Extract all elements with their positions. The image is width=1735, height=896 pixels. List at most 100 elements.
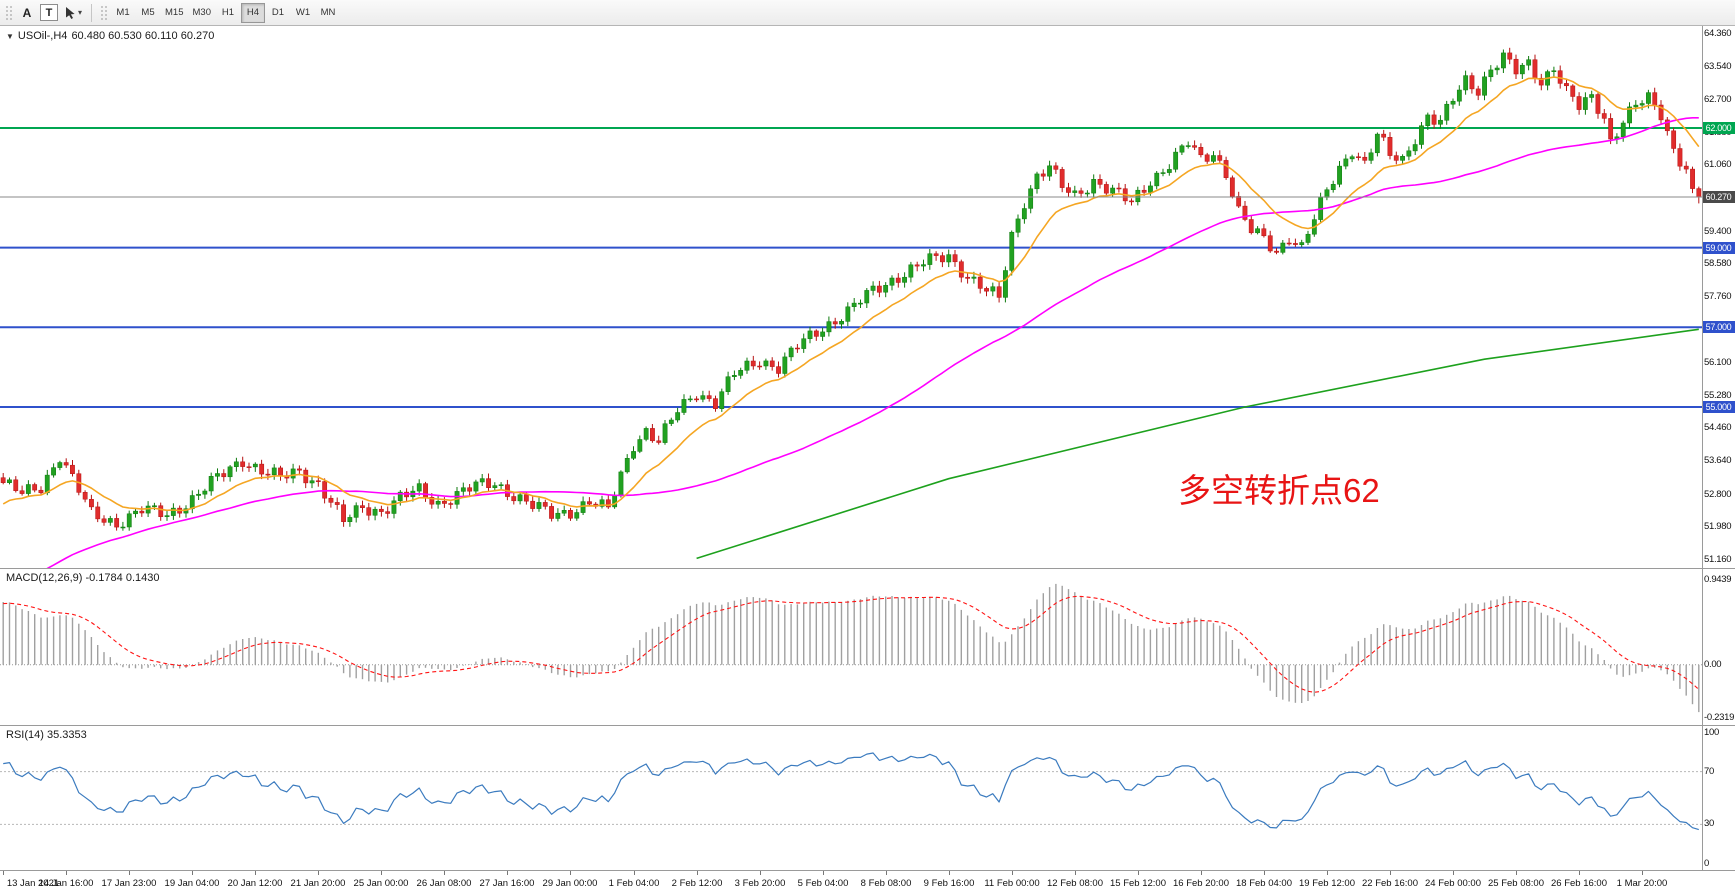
candle-body: [202, 490, 208, 495]
candle-body: [990, 286, 996, 292]
candle-body: [694, 398, 699, 401]
rsi-chart[interactable]: [0, 726, 1702, 870]
candle-body: [1564, 83, 1569, 87]
text-label-tool-button[interactable]: T: [40, 4, 58, 21]
candle-body: [89, 499, 94, 508]
cursor-tool-button[interactable]: ▾: [60, 3, 86, 23]
timeframe-button-h1[interactable]: H1: [216, 3, 240, 23]
candle-body: [246, 466, 252, 468]
price-axis-label: 59.400: [1704, 226, 1732, 237]
candle-body: [1690, 168, 1695, 189]
time-axis-label: 2 Feb 12:00: [671, 878, 723, 889]
candle-body: [618, 471, 624, 497]
ma-slow-line: [696, 328, 1699, 560]
candle-body: [788, 347, 794, 358]
candle-body: [1135, 189, 1141, 203]
candle-body: [763, 360, 769, 367]
candle-body: [1456, 89, 1462, 102]
macd-chart[interactable]: [0, 569, 1702, 725]
time-axis-label: 11 Feb 00:00: [984, 878, 1040, 889]
time-axis-tick: [66, 871, 67, 875]
macd-axis-max: 0.9439: [1704, 574, 1732, 585]
candle-body: [1419, 125, 1424, 145]
candle-body: [101, 518, 107, 523]
time-axis-tick: [444, 871, 445, 875]
ma-mid-line: [46, 117, 1699, 568]
timeframe-toolbar-grip[interactable]: [99, 3, 108, 22]
rsi-label: RSI(14) 35.3353: [6, 729, 87, 741]
time-axis-label: 5 Feb 04:00: [797, 878, 849, 889]
timeframe-button-m5[interactable]: M5: [136, 3, 160, 23]
candle-body: [1570, 85, 1576, 97]
candle-body: [656, 440, 662, 443]
arrow-text-tool-button[interactable]: A: [16, 3, 38, 23]
timeframe-button-m1[interactable]: M1: [111, 3, 135, 23]
timeframe-button-mn[interactable]: MN: [316, 3, 340, 23]
candle-body: [366, 507, 372, 516]
candle-body: [1463, 75, 1469, 91]
candle-body: [152, 505, 157, 507]
candle-body: [170, 507, 176, 516]
timeframe-button-m30[interactable]: M30: [189, 3, 215, 23]
candle-body: [498, 484, 504, 486]
candle-body: [725, 376, 731, 392]
candle-body: [757, 365, 763, 368]
time-axis[interactable]: 13 Jan 2021 14 Jan 16:00 17 Jan 23:00 19 Ja…: [0, 870, 1735, 896]
candle-body: [334, 502, 340, 505]
candle-body: [1381, 133, 1387, 138]
candle-body: [1646, 92, 1651, 104]
candlestick-chart[interactable]: [0, 26, 1702, 568]
rsi-pane[interactable]: RSI(14) 35.3353 100 70 30 0: [0, 725, 1735, 870]
candle-body: [914, 264, 920, 267]
time-axis-label: 12 Feb 08:00: [1047, 878, 1103, 889]
candle-body: [1255, 228, 1260, 234]
candle-body: [902, 276, 907, 283]
candle-body: [1040, 173, 1046, 177]
candle-body: [599, 499, 605, 507]
timeframe-button-h4[interactable]: H4: [240, 2, 265, 23]
macd-pane[interactable]: MACD(12,26,9) -0.1784 0.1430 0.9439 0.00 -…: [0, 568, 1735, 725]
main-chart-pane[interactable]: ▼ USOil-,H4 60.480 60.530 60.110 60.270 …: [0, 26, 1735, 568]
price-axis-label: 58.580: [1704, 258, 1732, 269]
candle-body: [1519, 64, 1525, 75]
price-axis-label: 64.360: [1704, 28, 1732, 39]
candle-body: [668, 419, 674, 424]
candle-body: [44, 474, 50, 494]
candle-body: [517, 494, 523, 502]
toolbar-grip[interactable]: [4, 3, 12, 22]
candle-body: [839, 321, 844, 325]
candle-body: [662, 423, 668, 443]
candle-body: [1576, 96, 1582, 110]
timeframe-button-d1[interactable]: D1: [266, 3, 290, 23]
candle-body: [1620, 122, 1626, 138]
time-axis-label: 27 Jan 16:00: [479, 878, 535, 889]
candle-body: [1595, 94, 1601, 114]
candle-body: [845, 306, 851, 322]
toolbar-separator: [91, 3, 93, 22]
candle-body: [687, 398, 693, 401]
candle-body: [568, 510, 573, 519]
macd-axis-zero: 0.00: [1704, 659, 1722, 670]
candle-body: [984, 288, 989, 292]
candle-body: [1198, 147, 1204, 156]
candle-body: [977, 276, 983, 289]
candle-body: [341, 504, 346, 522]
price-axis-label: 56.100: [1704, 357, 1732, 368]
candle-body: [315, 480, 321, 482]
collapse-indicator-icon[interactable]: ▼: [6, 31, 14, 41]
rsi-line: [3, 752, 1699, 831]
timeframe-button-m15[interactable]: M15: [161, 3, 187, 23]
time-axis-label: 26 Jan 08:00: [416, 878, 472, 889]
chevron-down-icon: ▾: [78, 8, 83, 17]
candle-body: [908, 264, 914, 278]
timeframe-button-w1[interactable]: W1: [291, 3, 315, 23]
candle-body: [1444, 103, 1450, 121]
horizontal-lines-layer: [0, 127, 1702, 408]
candle-body: [1683, 165, 1689, 170]
candle-body: [530, 500, 536, 509]
macd-histogram-layer: [2, 583, 1700, 713]
candle-body: [297, 468, 302, 471]
candle-body: [1425, 114, 1431, 126]
candle-body: [1078, 190, 1084, 194]
time-axis-label: 22 Feb 16:00: [1362, 878, 1418, 889]
